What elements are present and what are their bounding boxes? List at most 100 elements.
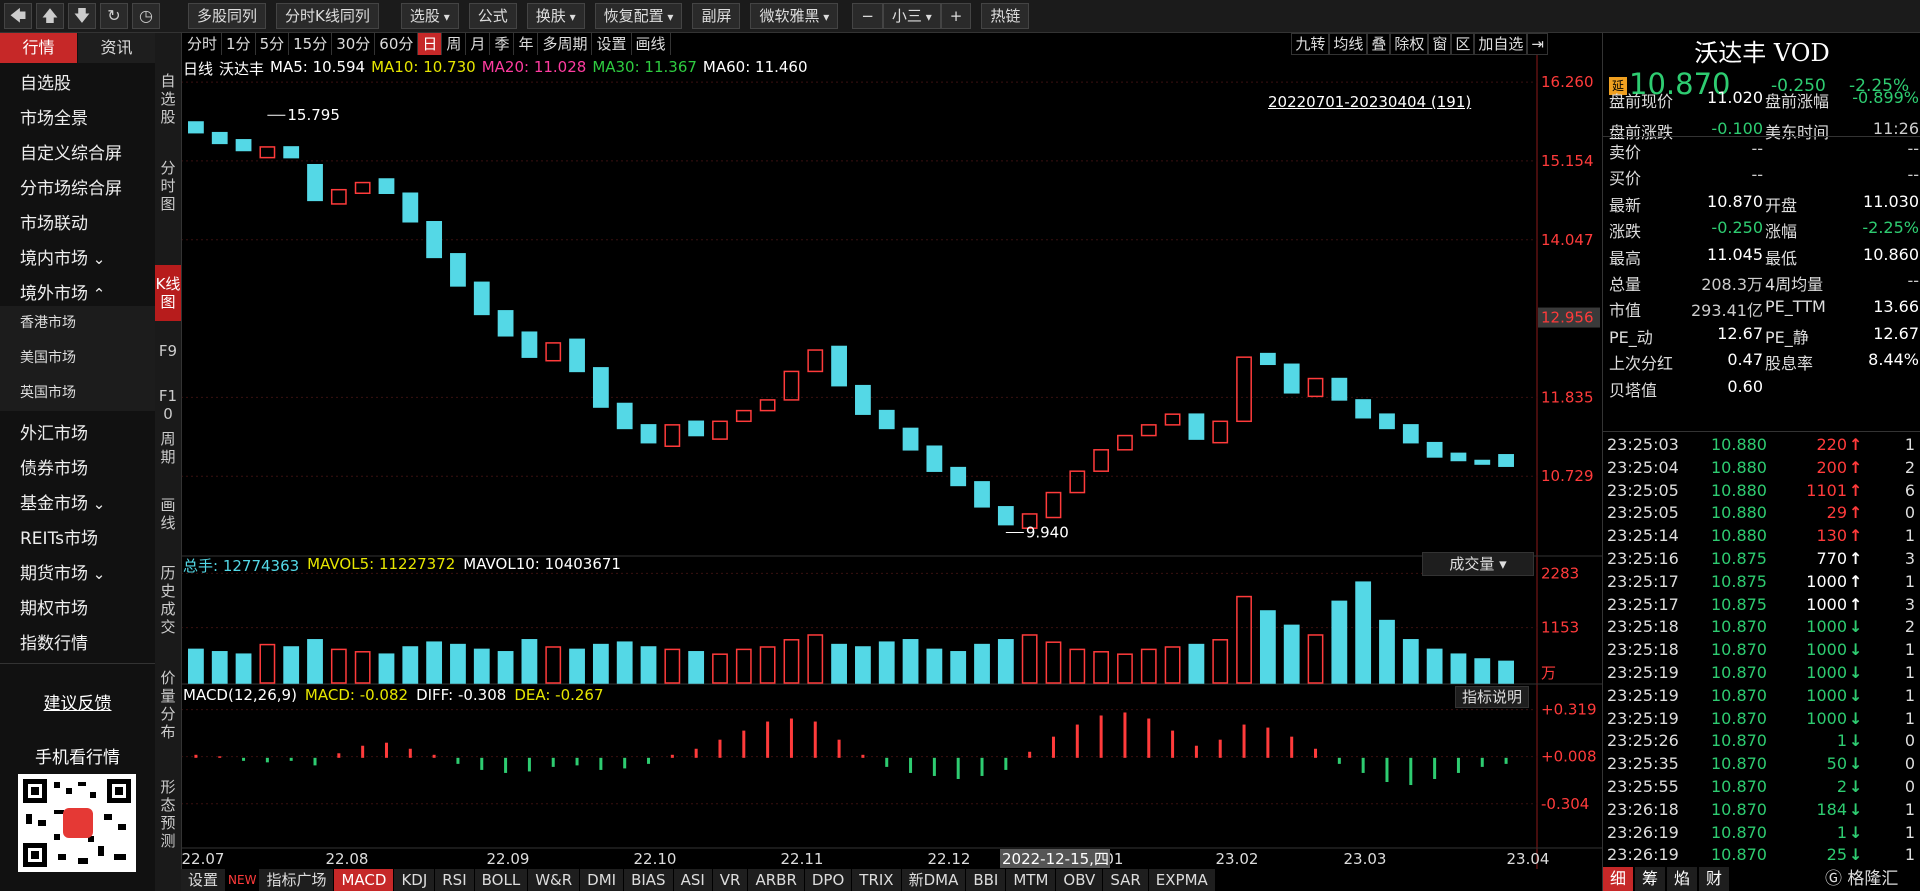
nav-tab[interactable]: 行情 <box>0 33 77 63</box>
range-label[interactable]: 20220701-20230404 (191) <box>1268 93 1472 111</box>
tool-button[interactable]: 九转 <box>1291 33 1330 55</box>
tool-button[interactable]: 加自选 <box>1474 33 1528 55</box>
toolbar-button[interactable]: 选股 <box>400 3 459 29</box>
side-tab[interactable]: 价量分布 <box>160 669 176 741</box>
nav-item[interactable]: 境内市场 <box>20 244 105 269</box>
indicator-tab[interactable]: BIAS <box>624 869 674 891</box>
side-tab[interactable]: 画线 <box>160 496 176 532</box>
nav-item[interactable]: 分市场综合屏 <box>20 179 122 199</box>
help-button[interactable]: 指标说明 <box>1455 686 1530 708</box>
period-button[interactable]: 5分 <box>256 33 290 55</box>
nav-item[interactable]: 债券市场 <box>20 459 88 479</box>
font-increase[interactable]: + <box>940 3 972 29</box>
period-button[interactable]: 日 <box>418 33 443 55</box>
indicator-selector[interactable]: 成交量 ▾ <box>1422 552 1534 576</box>
period-button[interactable]: 15分 <box>289 33 333 55</box>
side-tab[interactable]: F10 <box>158 387 178 423</box>
tool-button[interactable]: 均线 <box>1329 33 1368 55</box>
panel-tab[interactable]: 焰 <box>1667 867 1697 891</box>
refresh-button[interactable]: ↻ <box>100 3 128 29</box>
period-button[interactable]: 1分 <box>222 33 256 55</box>
nav-tab[interactable]: 资讯 <box>78 33 155 63</box>
toolbar-button[interactable]: 热链 <box>981 3 1030 29</box>
panel-tab[interactable]: 筹 <box>1635 867 1665 891</box>
indicator-tab[interactable]: 指标广场 <box>259 869 335 891</box>
nav-item[interactable]: 基金市场 <box>20 489 105 514</box>
nav-item[interactable]: 香港市场 <box>0 306 155 341</box>
down-button[interactable]: 🡇 <box>68 3 96 29</box>
indicator-tab[interactable]: NEW <box>226 869 260 891</box>
toolbar-button[interactable]: 分时K线同列 <box>276 3 379 29</box>
tool-button[interactable]: 窗 <box>1428 33 1452 55</box>
nav-item[interactable]: 美国市场 <box>0 341 155 376</box>
panel-tab[interactable]: 细 <box>1603 867 1633 891</box>
side-tab[interactable]: K线图 <box>155 265 181 321</box>
nav-item[interactable]: 自定义综合屏 <box>20 144 122 164</box>
up-button[interactable]: 🡅 <box>36 3 64 29</box>
period-button[interactable]: 周 <box>442 33 467 55</box>
volume-bar <box>1164 646 1181 684</box>
period-button[interactable]: 设置 <box>592 33 632 55</box>
history-button[interactable]: ◷ <box>132 3 160 29</box>
candle <box>1426 441 1443 458</box>
indicator-tab[interactable]: RSI <box>435 869 475 891</box>
font-decrease[interactable]: − <box>852 3 883 29</box>
period-button[interactable]: 多周期 <box>538 33 593 55</box>
toolbar-button[interactable]: 微软雅黑 <box>750 3 839 29</box>
indicator-tab[interactable]: DMI <box>580 869 625 891</box>
period-button[interactable]: 60分 <box>375 33 419 55</box>
panel-tab[interactable]: 财 <box>1699 867 1729 891</box>
back-button[interactable]: 🡄 <box>4 3 32 29</box>
nav-item[interactable]: REITs市场 <box>20 529 98 549</box>
feedback-link[interactable]: 建议反馈 <box>43 694 112 714</box>
period-button[interactable]: 30分 <box>332 33 376 55</box>
side-tab[interactable]: 形态预测 <box>160 778 176 850</box>
period-button[interactable]: 画线 <box>632 33 671 55</box>
period-button[interactable]: 分时 <box>183 33 223 55</box>
nav-item[interactable]: 自选股 <box>20 74 71 94</box>
side-tab[interactable]: 历史成交 <box>160 564 176 636</box>
indicator-tab[interactable]: KDJ <box>394 869 436 891</box>
indicator-tab[interactable]: 新DMA <box>901 869 967 891</box>
nav-item[interactable]: 市场全景 <box>20 109 88 129</box>
side-tab[interactable]: 分时图 <box>160 159 176 213</box>
indicator-tab[interactable]: OBV <box>1056 869 1104 891</box>
indicator-tab[interactable]: EXPMA <box>1148 869 1216 891</box>
indicator-tab[interactable]: BOLL <box>474 869 529 891</box>
indicator-tab[interactable]: W&R <box>528 869 581 891</box>
indicator-tab[interactable]: 设置 <box>181 869 227 891</box>
toolbar-button[interactable]: 换肤 <box>526 3 585 29</box>
toolbar-button[interactable]: 多股同列 <box>188 3 267 29</box>
indicator-tab[interactable]: MTM <box>1006 869 1057 891</box>
side-tabs: 自选股分时图 K线图 F9 F10 周期画线历史成交价量分布形态预测 <box>155 33 182 891</box>
indicator-tab[interactable]: BBI <box>966 869 1007 891</box>
tool-button[interactable]: 叠 <box>1367 33 1391 55</box>
period-button[interactable]: 年 <box>514 33 539 55</box>
tool-button[interactable]: 区 <box>1451 33 1475 55</box>
toolbar-button[interactable]: 副屏 <box>692 3 741 29</box>
nav-item[interactable]: 境外市场 <box>20 279 105 304</box>
side-tab[interactable]: 自选股 <box>160 72 176 126</box>
indicator-tab[interactable]: SAR <box>1103 869 1149 891</box>
nav-item[interactable]: 市场联动 <box>20 214 88 234</box>
indicator-tab[interactable]: ASI <box>673 869 713 891</box>
exit-button[interactable]: ⇥ <box>1527 33 1548 55</box>
nav-item[interactable]: 期权市场 <box>20 599 88 619</box>
period-button[interactable]: 月 <box>466 33 491 55</box>
indicator-tab[interactable]: VR <box>712 869 749 891</box>
indicator-tab[interactable]: TRIX <box>852 869 902 891</box>
nav-item[interactable]: 外汇市场 <box>20 424 88 444</box>
indicator-tab[interactable]: MACD <box>334 869 395 891</box>
side-tab[interactable]: F9 <box>158 342 178 360</box>
toolbar-button[interactable]: 公式 <box>468 3 517 29</box>
indicator-tab[interactable]: ARBR <box>748 869 805 891</box>
indicator-tab[interactable]: DPO <box>804 869 853 891</box>
toolbar-button[interactable]: 小三 <box>882 3 941 29</box>
nav-item[interactable]: 英国市场 <box>0 376 155 411</box>
nav-item[interactable]: 期货市场 <box>20 559 105 584</box>
period-button[interactable]: 季 <box>490 33 515 55</box>
toolbar-button[interactable]: 恢复配置 <box>594 3 683 29</box>
nav-item[interactable]: 指数行情 <box>20 634 88 654</box>
side-tab[interactable]: 周期 <box>160 430 176 466</box>
tool-button[interactable]: 除权 <box>1390 33 1429 55</box>
